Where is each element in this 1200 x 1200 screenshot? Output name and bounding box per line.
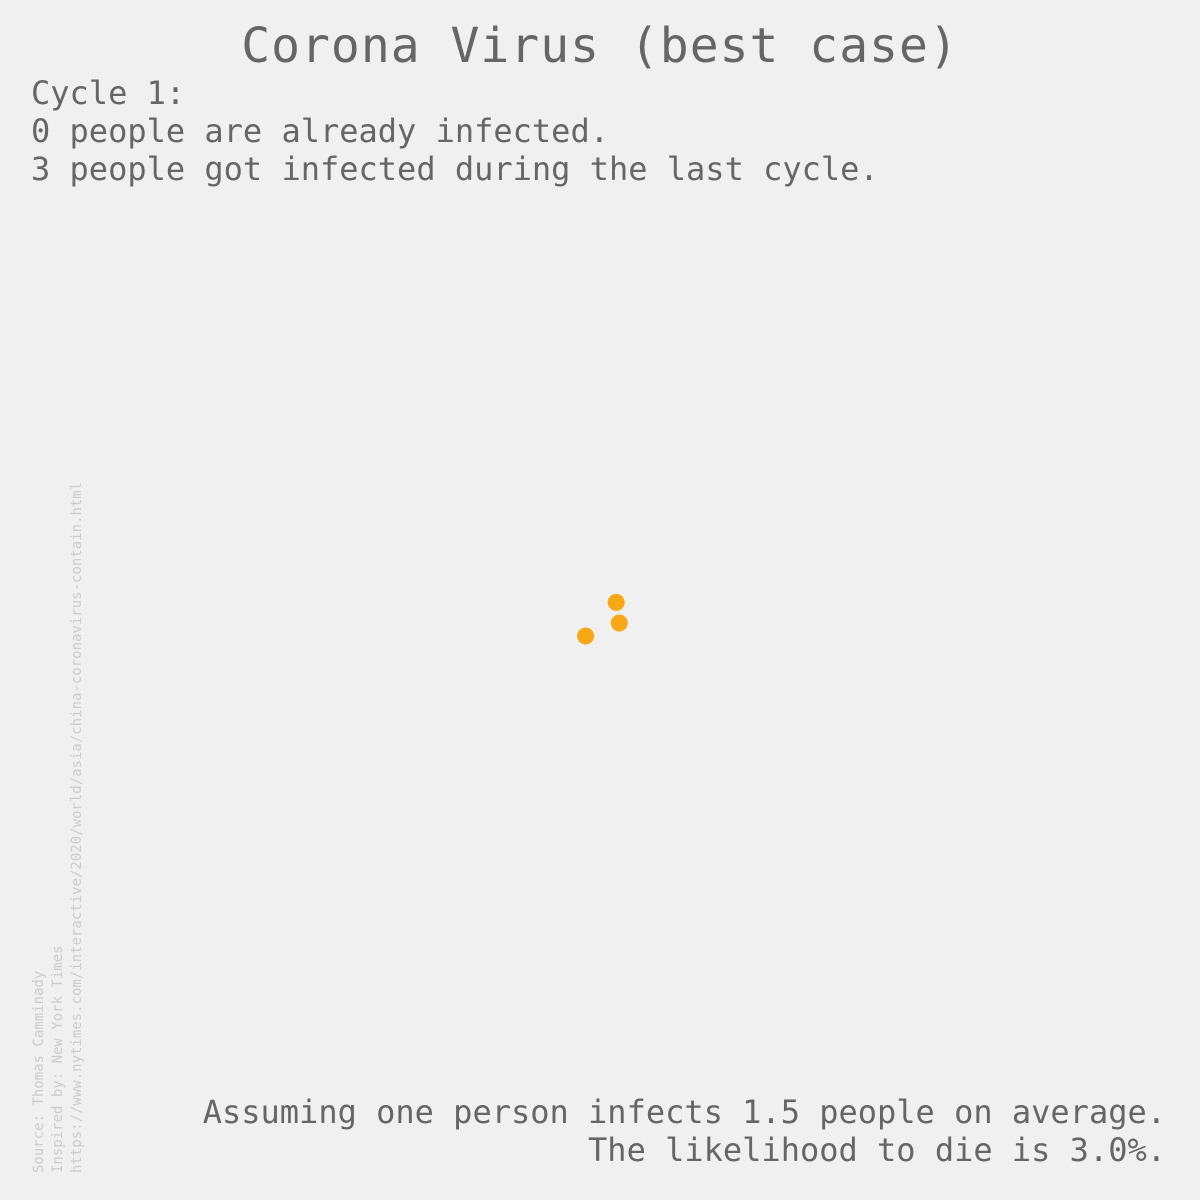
cycle-label: Cycle 1: xyxy=(31,74,186,112)
cycle-status: Cycle 1: 0 people are already infected. … xyxy=(31,74,879,188)
already-infected-text: 0 people are already infected. xyxy=(31,112,609,150)
infected-person-point xyxy=(607,593,625,611)
infected-points xyxy=(577,593,628,645)
infection-rate-text: Assuming one person infects 1.5 people o… xyxy=(202,1093,1166,1131)
source-credits: Source: Thomas Camminady Inspired by: Ne… xyxy=(30,482,87,1173)
assumptions: Assuming one person infects 1.5 people o… xyxy=(203,1093,1166,1169)
chart-title: Corona Virus (best case) xyxy=(241,18,959,74)
source-url: https://www.nytimes.com/interactive/2020… xyxy=(69,481,85,1173)
source-inspiration: Inspired by: New York Times xyxy=(50,945,66,1173)
infected-person-point xyxy=(610,614,628,632)
infected-person-point xyxy=(577,627,595,645)
death-rate-text: The likelihood to die is 3.0%. xyxy=(588,1131,1166,1169)
source-author: Source: Thomas Camminady xyxy=(31,970,47,1173)
newly-infected-text: 3 people got infected during the last cy… xyxy=(31,150,879,188)
